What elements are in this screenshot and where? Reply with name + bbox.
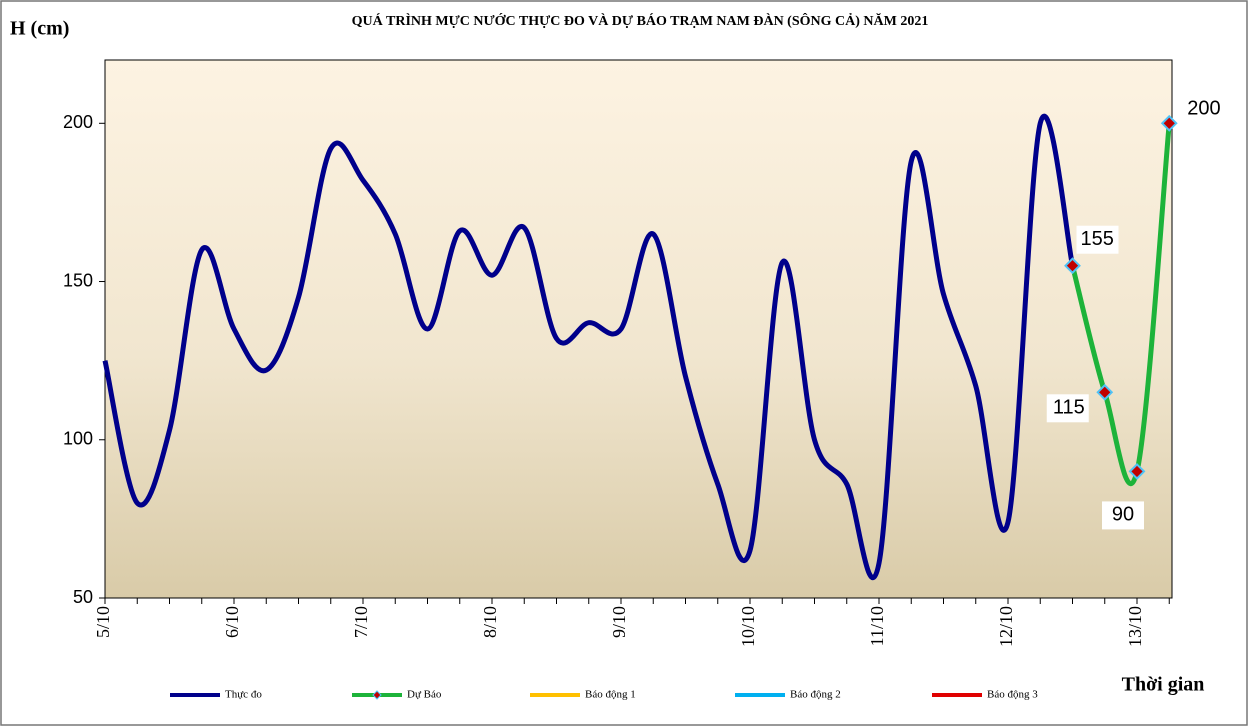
marker bbox=[1128, 462, 1146, 480]
data-label-bg bbox=[1046, 394, 1089, 423]
legend-label: Dự Báo bbox=[407, 689, 442, 701]
x-tick-label: 9/10 bbox=[609, 606, 629, 638]
data-label: 200 bbox=[1187, 98, 1220, 120]
chart-title: QUÁ TRÌNH MỰC NƯỚC THỰC ĐO VÀ DỰ BÁO TRẠ… bbox=[352, 12, 929, 29]
x-tick-label: 5/10 bbox=[93, 606, 113, 638]
y-tick-label: 150 bbox=[63, 270, 93, 290]
x-tick-label: 11/10 bbox=[867, 606, 887, 646]
data-label-bg bbox=[1183, 95, 1226, 124]
marker bbox=[1064, 257, 1081, 275]
data-label-bg bbox=[1076, 225, 1119, 254]
legend-label: Báo động 2 bbox=[790, 689, 841, 701]
y-tick-label: 200 bbox=[63, 112, 93, 132]
x-tick-label: 12/10 bbox=[996, 606, 1016, 647]
series-line bbox=[102, 113, 1075, 580]
marker bbox=[1160, 114, 1178, 132]
data-label: 90 bbox=[1112, 504, 1134, 526]
x-tick-label: 6/10 bbox=[222, 606, 242, 638]
data-label: 155 bbox=[1081, 228, 1114, 250]
legend-label: Báo động 1 bbox=[585, 689, 636, 701]
legend-label: Thực đo bbox=[225, 689, 262, 701]
y-tick-label: 50 bbox=[73, 587, 93, 607]
legend-marker bbox=[372, 690, 382, 700]
y-axis-label: H (cm) bbox=[10, 18, 69, 40]
x-axis-label: Thời gian bbox=[1122, 674, 1205, 696]
x-tick-label: 10/10 bbox=[738, 606, 758, 647]
data-label-bg bbox=[1102, 501, 1144, 530]
data-label: 115 bbox=[1053, 397, 1085, 419]
legend-label: Báo động 3 bbox=[987, 689, 1038, 701]
y-tick-label: 100 bbox=[63, 429, 93, 449]
series-line bbox=[1070, 123, 1172, 487]
x-tick-label: 13/10 bbox=[1125, 606, 1145, 647]
plot-area bbox=[104, 59, 1173, 599]
marker bbox=[1096, 383, 1114, 401]
x-tick-label: 8/10 bbox=[480, 606, 500, 638]
x-tick-label: 7/10 bbox=[351, 606, 371, 638]
